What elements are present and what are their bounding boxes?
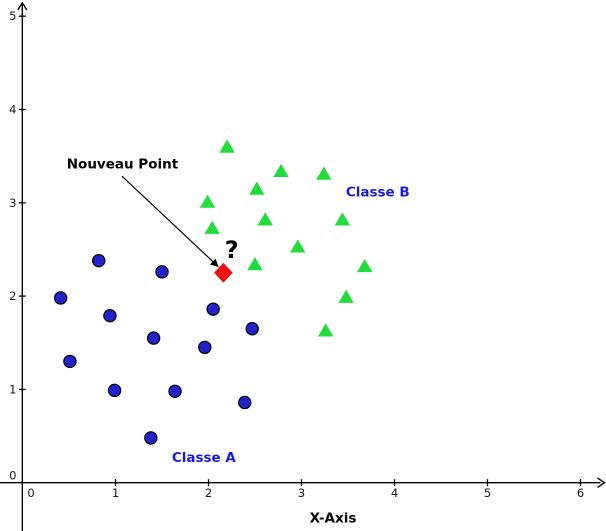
classe-a-point [63, 354, 77, 369]
classe-b-point [204, 220, 220, 234]
annotation-arrow [121, 175, 219, 268]
classe-b-point [249, 181, 265, 195]
classe-a-point [198, 340, 212, 355]
nouveau-point-marker [214, 262, 233, 283]
series-nouveau-point [214, 262, 233, 283]
classe-b-point [199, 194, 216, 208]
nouveau-point-label: Nouveau Point [67, 156, 179, 172]
x-tick-label: 6 [577, 486, 584, 500]
classe-b-point [273, 163, 289, 177]
classe-a-point [206, 302, 220, 316]
annotations: Nouveau Point? Classe A Classe B [67, 156, 410, 466]
classe-b-point [290, 239, 306, 253]
x-tick-label: 0 [27, 486, 34, 500]
classe-a-point [245, 322, 259, 336]
x-axis-arrowhead-icon [597, 477, 606, 488]
series-classe-a [53, 253, 259, 445]
x-tick-label: 3 [298, 486, 305, 500]
classe-a-point [144, 431, 158, 445]
classe-a-point [238, 395, 252, 410]
x-tick-label: 4 [391, 486, 398, 500]
classe-b-point [247, 257, 263, 271]
classe-a-point [53, 291, 68, 305]
classe-a-label: Classe A [172, 450, 237, 466]
classe-a-point [103, 308, 117, 323]
classe-b-label: Classe B [346, 184, 410, 200]
classe-a-point [92, 253, 106, 268]
classe-a-point [168, 384, 182, 398]
classe-b-point [334, 212, 351, 226]
y-tick-label: 5 [9, 9, 16, 23]
x-axis-title: X-Axis [310, 511, 357, 527]
classe-a-point [107, 383, 122, 398]
y-axis-arrowhead-icon [17, 1, 28, 11]
classe-b-point [257, 212, 273, 226]
classe-b-point [219, 139, 235, 153]
classe-b-point [316, 166, 332, 180]
classe-b-point [338, 289, 354, 303]
series-classe-b [199, 139, 373, 337]
classe-b-point [317, 323, 334, 337]
x-tick-label: 2 [205, 486, 212, 500]
classe-b-point [357, 258, 373, 273]
y-tick-label: 1 [9, 382, 16, 396]
y-tick-label: 0 [9, 469, 16, 483]
x-tick-label: 1 [112, 486, 119, 500]
classe-a-point [146, 331, 161, 345]
question-mark-label: ? [225, 236, 239, 264]
y-tick-label: 4 [9, 103, 16, 117]
y-tick-label: 2 [9, 289, 16, 303]
classe-a-point [155, 265, 169, 279]
x-tick-label: 5 [484, 486, 491, 500]
y-tick-label: 3 [9, 196, 16, 210]
